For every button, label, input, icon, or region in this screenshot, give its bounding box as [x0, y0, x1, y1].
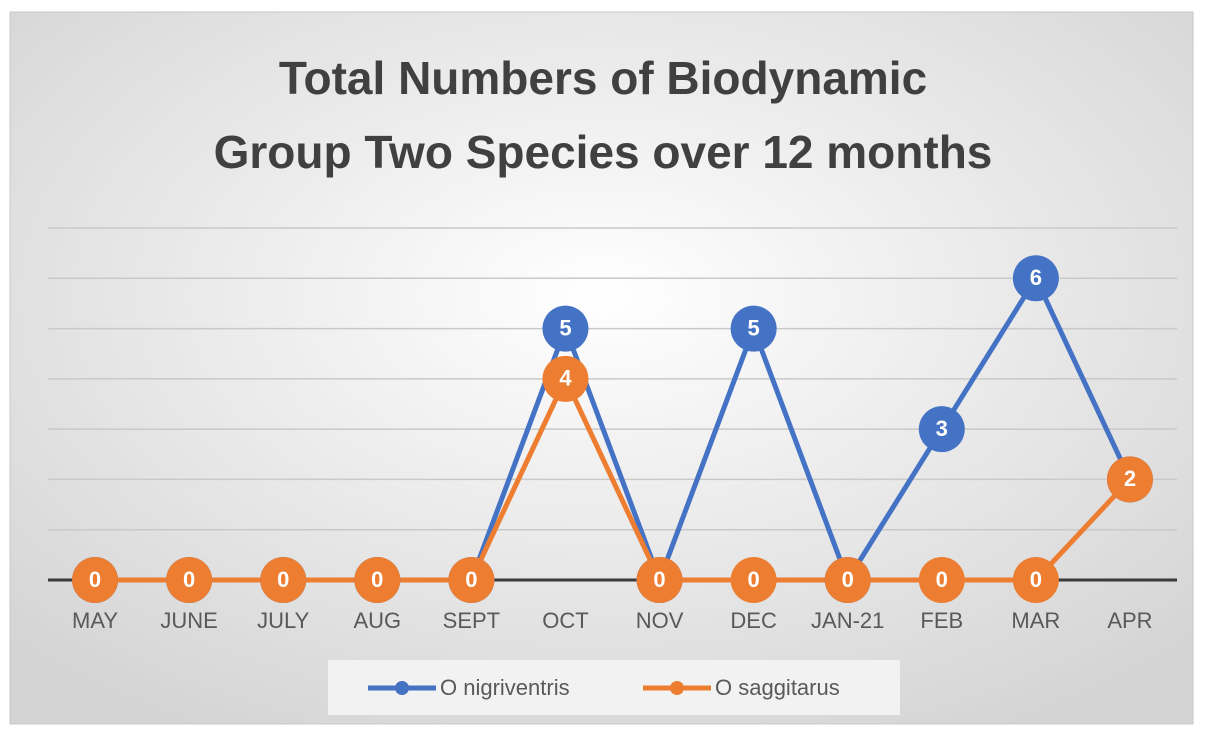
- x-tick-label: APR: [1107, 608, 1152, 633]
- x-tick-label: SEPT: [443, 608, 500, 633]
- legend-marker: [670, 681, 684, 695]
- data-point: [1012, 557, 1059, 603]
- data-point: [354, 557, 401, 603]
- x-tick-label: JULY: [257, 608, 309, 633]
- data-label: 6: [1030, 265, 1042, 290]
- x-tick-label: NOV: [636, 608, 684, 633]
- x-tick-label: JUNE: [160, 608, 217, 633]
- data-point: [542, 355, 589, 402]
- data-point: [918, 406, 965, 453]
- data-label: 0: [936, 567, 948, 592]
- data-label: 0: [465, 567, 477, 592]
- x-tick-label: MAY: [72, 608, 118, 633]
- data-label: 0: [277, 567, 289, 592]
- legend-label: O saggitarus: [715, 675, 840, 700]
- data-point: [730, 305, 777, 352]
- data-point: [72, 557, 119, 603]
- data-point: [824, 557, 871, 603]
- x-tick-label: AUG: [353, 608, 401, 633]
- legend-marker: [395, 681, 409, 695]
- chart-background: [9, 11, 1194, 725]
- data-point: [448, 557, 495, 603]
- data-point: [1012, 255, 1059, 302]
- data-label: 0: [653, 567, 665, 592]
- data-point: [1106, 456, 1153, 503]
- data-label: 0: [89, 567, 101, 592]
- data-point: [166, 557, 213, 603]
- data-point: [918, 557, 965, 603]
- data-point: [542, 305, 589, 352]
- data-point: [260, 557, 307, 603]
- x-tick-label: JAN-21: [811, 608, 884, 633]
- x-tick-label: FEB: [920, 608, 963, 633]
- data-label: 0: [183, 567, 195, 592]
- data-label: 4: [559, 366, 572, 391]
- data-label: 0: [748, 567, 760, 592]
- data-label: 0: [371, 567, 383, 592]
- data-label: 5: [748, 315, 760, 340]
- x-tick-label: MAR: [1011, 608, 1060, 633]
- data-label: 0: [842, 567, 854, 592]
- chart-title: Total Numbers of Biodynamic Group Two Spe…: [214, 52, 993, 178]
- data-label: 2: [1124, 466, 1136, 491]
- data-point: [636, 557, 683, 603]
- data-label: 0: [1030, 567, 1042, 592]
- x-tick-label: OCT: [542, 608, 588, 633]
- data-label: 5: [559, 315, 571, 340]
- data-label: 3: [936, 416, 948, 441]
- legend-label: O nigriventris: [440, 675, 570, 700]
- x-tick-label: DEC: [730, 608, 777, 633]
- data-point: [730, 557, 777, 603]
